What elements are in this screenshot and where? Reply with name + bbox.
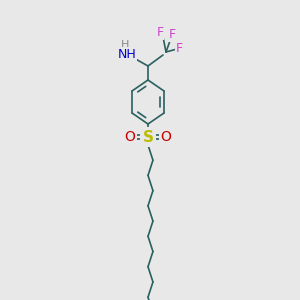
Text: S: S [142, 130, 154, 145]
Text: O: O [160, 130, 171, 144]
Text: F: F [176, 41, 183, 55]
Text: O: O [124, 130, 135, 144]
Text: H: H [121, 40, 129, 50]
Text: NH: NH [118, 47, 136, 61]
Text: F: F [168, 28, 175, 41]
Text: F: F [156, 26, 164, 40]
